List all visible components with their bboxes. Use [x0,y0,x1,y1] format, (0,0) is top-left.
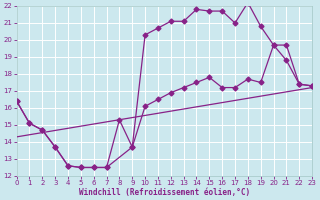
X-axis label: Windchill (Refroidissement éolien,°C): Windchill (Refroidissement éolien,°C) [79,188,250,197]
